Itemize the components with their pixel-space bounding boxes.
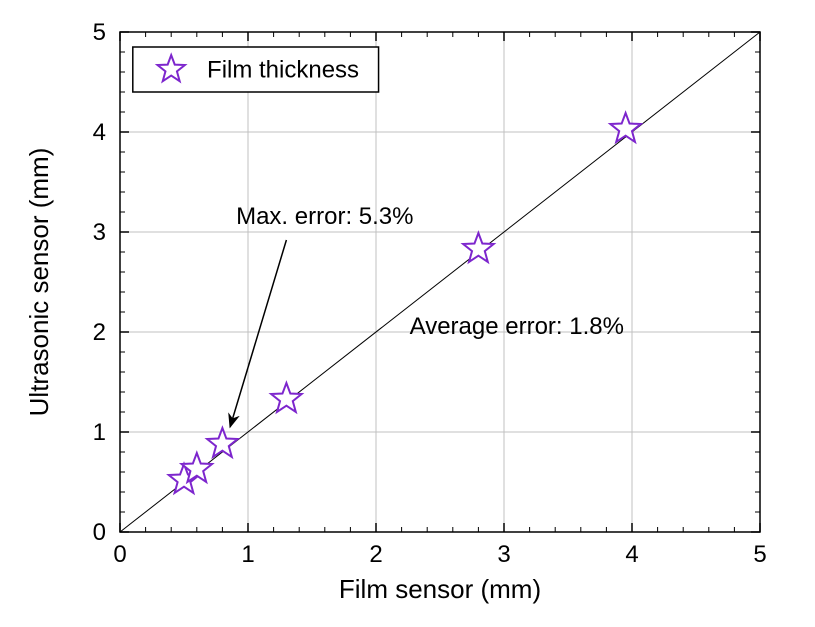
legend-label: Film thickness — [207, 57, 359, 84]
ytick-label: 5 — [93, 19, 106, 46]
annotation-max-error: Max. error: 5.3% — [236, 203, 413, 230]
ytick-label: 1 — [93, 419, 106, 446]
chart-container: 0 1 2 3 4 5 0 1 2 3 4 5 Film sensor (mm) Ultrasonic s… — [0, 0, 815, 627]
chart-bg — [0, 0, 815, 627]
ytick-label: 3 — [93, 219, 106, 246]
xtick-label: 0 — [113, 541, 126, 568]
scatter-chart: 0 1 2 3 4 5 0 1 2 3 4 5 Film sensor (mm) Ultrasonic s… — [0, 0, 815, 627]
ytick-label: 2 — [93, 319, 106, 346]
xtick-label: 3 — [497, 541, 510, 568]
x-axis-label: Film sensor (mm) — [339, 574, 541, 604]
xtick-label: 1 — [241, 541, 254, 568]
ytick-label: 4 — [93, 119, 106, 146]
xtick-label: 2 — [369, 541, 382, 568]
xtick-label: 4 — [625, 541, 638, 568]
annotation-avg-error: Average error: 1.8% — [410, 313, 624, 340]
ytick-label: 0 — [93, 519, 106, 546]
y-axis-label: Ultrasonic sensor (mm) — [24, 148, 54, 417]
xtick-label: 5 — [753, 541, 766, 568]
